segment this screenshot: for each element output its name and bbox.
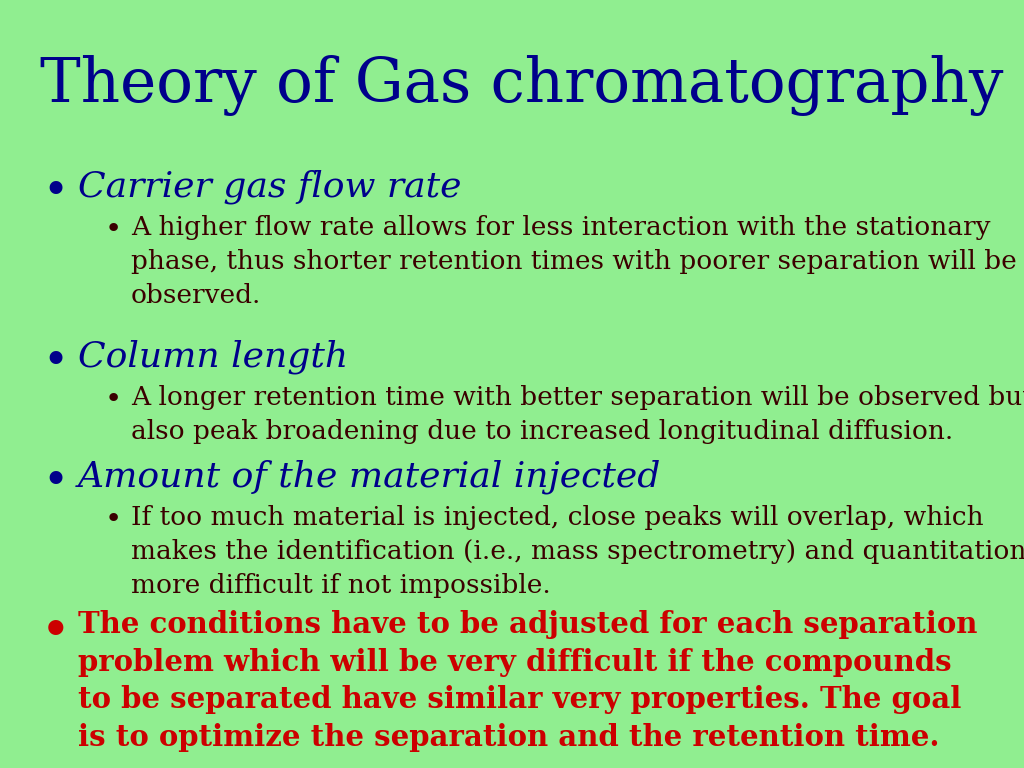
Text: The conditions have to be adjusted for each separation
problem which will be ver: The conditions have to be adjusted for e… — [78, 610, 977, 752]
Text: Column length: Column length — [78, 340, 348, 375]
Text: A longer retention time with better separation will be observed but
also peak br: A longer retention time with better sepa… — [131, 385, 1024, 444]
Text: •: • — [105, 505, 122, 533]
Text: •: • — [105, 215, 122, 243]
Text: •: • — [42, 460, 69, 503]
Text: •: • — [42, 610, 70, 652]
Text: Carrier gas flow rate: Carrier gas flow rate — [78, 170, 462, 204]
Text: A higher flow rate allows for less interaction with the stationary
phase, thus s: A higher flow rate allows for less inter… — [131, 215, 1017, 308]
Text: •: • — [42, 170, 69, 213]
Text: If too much material is injected, close peaks will overlap, which
makes the iden: If too much material is injected, close … — [131, 505, 1024, 598]
Text: Theory of Gas chromatography III: Theory of Gas chromatography III — [40, 55, 1024, 116]
Text: •: • — [105, 385, 122, 413]
Text: •: • — [42, 340, 69, 383]
Text: Amount of the material injected: Amount of the material injected — [78, 460, 662, 495]
